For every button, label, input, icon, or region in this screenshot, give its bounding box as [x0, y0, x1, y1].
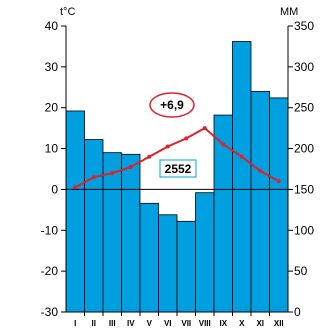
- precipitation-bar-11: [250, 90, 270, 313]
- right-tick-label: 0: [294, 305, 301, 319]
- annual-precipitation-box: [159, 159, 197, 178]
- right-axis-unit-label: MM: [280, 6, 298, 18]
- month-label-12: XII: [274, 319, 284, 328]
- month-label-10: X: [239, 319, 245, 328]
- month-label-2: II: [92, 319, 96, 328]
- annotations: +6,9 2552: [149, 92, 197, 178]
- temperature-point-3: [110, 171, 115, 176]
- month-label-8: VIII: [199, 319, 211, 328]
- precipitation-bar-3: [102, 152, 122, 313]
- temperature-point-9: [221, 142, 226, 147]
- temperature-point-5: [147, 154, 152, 159]
- annual-temperature-value: +6,9: [160, 98, 184, 112]
- right-tick-label: 300: [294, 60, 314, 74]
- right-axis-ticks: 0 50 100 150 200 250 300 350: [288, 19, 314, 319]
- right-tick-label: 350: [294, 19, 314, 33]
- right-tick-label: 200: [294, 142, 314, 156]
- temperature-point-4: [128, 164, 133, 169]
- temperature-point-7: [184, 136, 189, 141]
- precipitation-bar-8: [195, 192, 215, 313]
- month-label-6: VI: [164, 319, 172, 328]
- right-tick-label: 100: [294, 223, 314, 237]
- temperature-line: [73, 126, 281, 190]
- month-label-9: IX: [219, 319, 227, 328]
- left-axis-unit-label: t°C: [60, 6, 75, 18]
- temperature-point-10: [239, 154, 244, 159]
- month-label-5: V: [147, 319, 153, 328]
- annual-temperature-ellipse: [149, 92, 195, 118]
- temperature-point-8: [202, 126, 207, 131]
- left-tick-label: 20: [45, 101, 59, 115]
- right-tick-label: 150: [294, 182, 314, 196]
- temperature-point-12: [276, 179, 281, 184]
- left-tick-label: -10: [41, 223, 59, 237]
- left-tick-label: -20: [41, 264, 59, 278]
- precipitation-bar-2: [84, 139, 104, 313]
- precipitation-bar-1: [65, 110, 85, 313]
- left-tick-label: 10: [45, 142, 59, 156]
- precipitation-bar-7: [176, 220, 196, 313]
- left-tick-label: 40: [45, 19, 59, 33]
- month-label-11: XI: [256, 319, 264, 328]
- right-tick-label: 50: [294, 264, 308, 278]
- left-tick-label: 30: [45, 60, 59, 74]
- temperature-point-2: [91, 175, 96, 180]
- month-label-7: VII: [181, 319, 191, 328]
- precipitation-bar-6: [158, 214, 178, 313]
- temperature-polyline: [74, 126, 280, 189]
- month-label-4: IV: [127, 319, 135, 328]
- precipitation-bar-5: [139, 202, 159, 313]
- month-label-1: I: [74, 319, 76, 328]
- left-tick-label: 0: [51, 182, 58, 196]
- month-labels: I II III IV V VI VII VIII IX X XI XII: [74, 312, 284, 328]
- month-label-3: III: [109, 319, 116, 328]
- temperature-point-6: [165, 144, 170, 149]
- left-axis-ticks: -30 -20 -10 0 10 20 30 40: [41, 19, 66, 319]
- left-tick-label: -30: [41, 305, 59, 319]
- precipitation-bar-12: [269, 97, 289, 313]
- temperature-point-1: [73, 185, 78, 190]
- precipitation-bar-10: [232, 41, 252, 313]
- right-tick-label: 250: [294, 101, 314, 115]
- annual-precipitation-value: 2552: [165, 162, 192, 176]
- precipitation-bars: [65, 41, 289, 313]
- temperature-point-11: [258, 169, 263, 174]
- precipitation-bar-4: [121, 153, 141, 313]
